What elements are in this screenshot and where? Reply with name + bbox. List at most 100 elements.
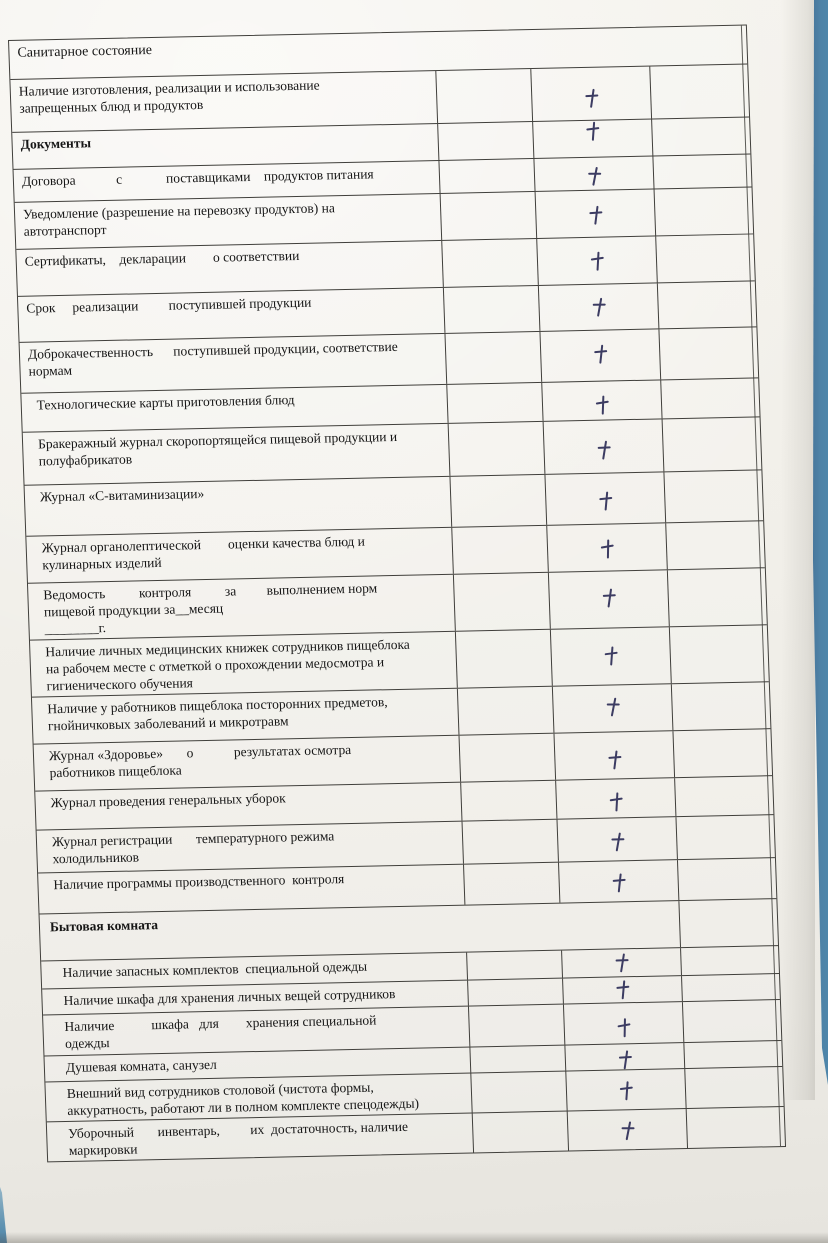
empty-cell (682, 974, 780, 1001)
empty-cell (447, 382, 544, 423)
item-text-cell: Наличие личных медицинских книжек сотруд… (29, 631, 458, 697)
empty-cell (459, 733, 557, 782)
check-mark (603, 646, 619, 666)
mark-cell (547, 523, 668, 572)
check-mark (619, 1121, 635, 1141)
empty-cell (683, 1000, 781, 1042)
check-mark (594, 395, 611, 415)
check-mark (601, 588, 616, 607)
item-text-cell: Бракеражный журнал скоропортящейся пищев… (22, 423, 451, 485)
mark-cell (552, 684, 674, 733)
empty-cell (452, 525, 549, 574)
check-mark (607, 750, 622, 769)
corner-sliver (0, 1187, 7, 1243)
empty-cell (442, 238, 539, 287)
check-mark (618, 1081, 634, 1101)
check-mark (614, 953, 629, 972)
empty-cell (472, 1111, 570, 1153)
empty-cell (448, 421, 546, 476)
check-mark (596, 440, 611, 459)
empty-cell (455, 629, 553, 688)
check-mark (617, 1050, 632, 1069)
item-text-cell: Журнал регистрации температурного режима… (36, 821, 464, 873)
item-text-cell: Ведомость контроля за выполнением норм п… (27, 574, 456, 640)
check-mark (584, 121, 600, 141)
checklist-table: Санитарное состояние Наличие изготовления… (8, 24, 787, 1163)
empty-cell (675, 776, 773, 816)
empty-cell (653, 154, 751, 188)
empty-cell (453, 572, 551, 631)
check-mark (609, 832, 625, 852)
item-text-cell: Доброкачественность поступившей продукци… (19, 333, 448, 393)
empty-cell (652, 117, 750, 155)
empty-cell (468, 978, 564, 1006)
empty-cell (436, 69, 534, 124)
item-text-cell: Уборочный инвентарь, их достаточность, н… (46, 1113, 475, 1162)
empty-cell (672, 682, 771, 730)
check-mark (592, 345, 608, 364)
empty-cell (450, 474, 548, 527)
item-text-cell: Журнал «Здоровье» о результатах осмотра … (33, 735, 462, 791)
empty-cell (659, 327, 758, 379)
empty-cell (684, 1041, 782, 1068)
item-text-cell: Уведомление (разрешение на перевозку про… (14, 193, 443, 249)
check-mark (598, 539, 615, 560)
empty-cell (438, 122, 535, 160)
empty-cell (666, 521, 765, 569)
empty-cell (664, 470, 763, 522)
empty-cell (678, 858, 776, 900)
empty-cell (687, 1107, 785, 1148)
check-mark (605, 697, 621, 717)
check-mark (597, 491, 613, 511)
mark-cell (565, 1043, 686, 1071)
mark-cell (538, 283, 660, 331)
mark-cell (550, 627, 672, 686)
mark-cell (535, 189, 657, 238)
mark-cell (557, 817, 678, 862)
mark-cell (563, 1002, 685, 1045)
empty-cell (470, 1045, 567, 1073)
check-mark (584, 89, 599, 108)
check-mark (586, 166, 602, 186)
mark-cell (540, 329, 662, 382)
item-text-cell: Наличие у работников пищеблока посторонн… (31, 688, 460, 744)
empty-cell (461, 780, 558, 821)
item-text-cell: Журнал органолептической оценки качества… (26, 527, 454, 583)
empty-cell (468, 1004, 566, 1047)
empty-cell (661, 378, 759, 418)
mark-cell (548, 570, 670, 629)
check-mark (608, 792, 625, 812)
empty-cell (471, 1071, 568, 1113)
mark-cell (531, 66, 653, 122)
empty-cell (443, 285, 541, 333)
empty-cell (676, 815, 774, 859)
check-mark (589, 251, 606, 271)
empty-cell (673, 729, 772, 777)
mark-cell (556, 778, 677, 819)
empty-cell (679, 899, 778, 947)
paper-edge-shade (781, 0, 815, 1100)
check-mark (591, 297, 607, 317)
binder-edge-strip (813, 0, 828, 1085)
empty-cell (439, 159, 536, 193)
check-mark (615, 1018, 632, 1039)
empty-cell (658, 281, 757, 328)
empty-cell (670, 625, 769, 683)
mark-cell (542, 380, 663, 421)
item-text-cell: Наличие изготовления, реализации и испол… (10, 71, 439, 132)
check-mark (614, 980, 630, 1000)
mark-cell (562, 948, 682, 978)
empty-cell (462, 819, 559, 864)
empty-cell (656, 234, 755, 282)
empty-cell (650, 65, 749, 119)
mark-cell (554, 731, 676, 780)
empty-cell (467, 950, 564, 980)
mark-cell (563, 976, 683, 1004)
item-text-cell: Сертификаты, декларации о соответствии (16, 240, 444, 296)
empty-cell (681, 946, 779, 975)
check-mark (611, 873, 627, 892)
empty-cell (445, 331, 543, 384)
empty-cell (668, 568, 767, 626)
empty-cell (663, 417, 762, 471)
